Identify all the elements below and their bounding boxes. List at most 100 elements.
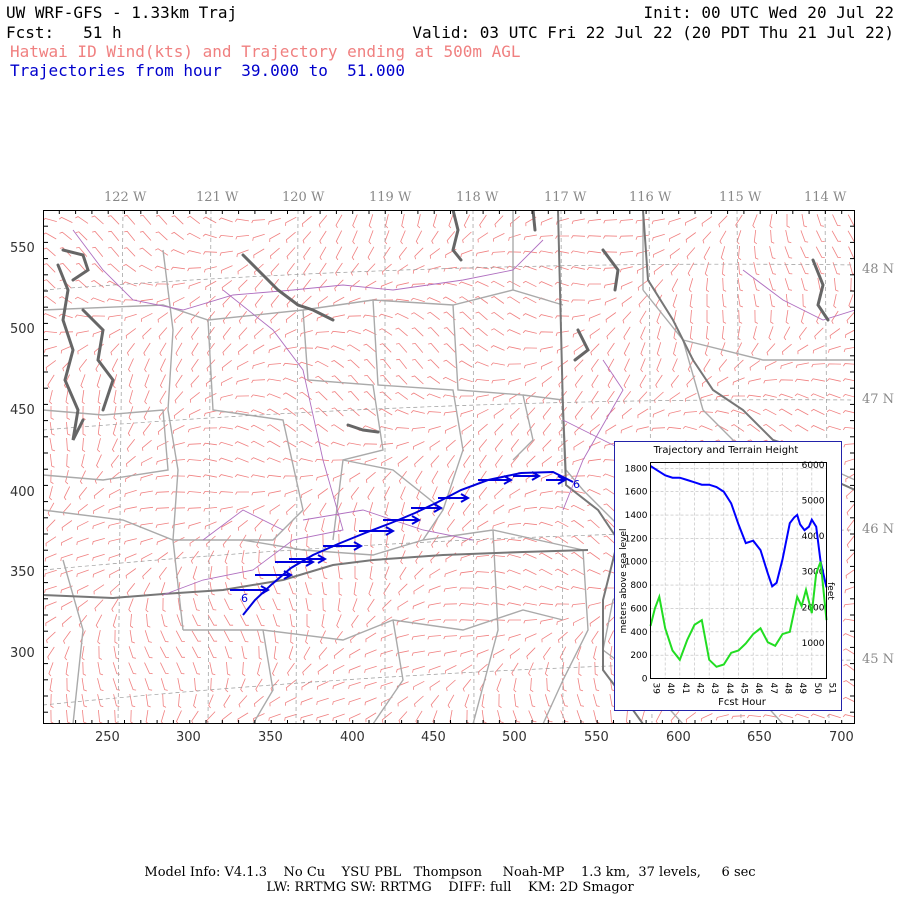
- wind-barb: [368, 230, 374, 245]
- wind-barb: [589, 616, 601, 627]
- wind-barb: [97, 390, 101, 405]
- wind-barb: [92, 521, 105, 530]
- model-title: UW WRF-GFS - 1.33km Traj: [6, 3, 238, 22]
- wind-barb: [381, 456, 393, 466]
- wind-barb: [428, 266, 441, 273]
- wind-barb: [124, 313, 137, 321]
- wind-barb: [524, 633, 537, 642]
- wind-barb: [443, 311, 456, 321]
- wind-barb: [302, 663, 312, 676]
- wind-barb: [368, 502, 374, 517]
- wind-barb: [367, 246, 375, 261]
- wind-barb: [331, 391, 344, 401]
- model-info-2: LW: RRTMG SW: RRTMG DIFF: full KM: 2D Sm…: [266, 880, 634, 895]
- plot-subtitle: Hatwai ID Wind(kts) and Trajectory endin…: [10, 42, 521, 61]
- wind-barb: [475, 327, 488, 337]
- wind-barb: [479, 454, 487, 468]
- wind-barb: [508, 377, 521, 385]
- wind-barb: [431, 518, 439, 533]
- top-lon-label: 115 W: [719, 190, 762, 205]
- wind-barb: [203, 507, 218, 512]
- county-border: [62, 559, 84, 724]
- wind-barb: [541, 376, 553, 387]
- wind-barb: [507, 523, 522, 528]
- wind-barb: [603, 235, 618, 239]
- wind-barb: [604, 297, 617, 306]
- wind-barb: [330, 441, 345, 447]
- wind-barb: [428, 343, 440, 353]
- wind-barb: [97, 694, 104, 708]
- wind-barb: [400, 230, 406, 245]
- wind-barb: [843, 663, 855, 672]
- wind-barb: [209, 582, 215, 596]
- trajectory-arrowhead: [460, 493, 471, 503]
- x-axis-label: 450: [421, 730, 446, 745]
- wind-barb: [289, 534, 293, 549]
- valid-time: Valid: 03 UTC Fri 22 Jul 22 (20 PDT Thu …: [412, 23, 894, 42]
- wind-barb: [266, 378, 281, 382]
- wind-barb: [619, 219, 634, 224]
- wind-barb: [524, 489, 537, 498]
- wind-barb: [701, 375, 712, 387]
- wind-barb: [432, 486, 438, 501]
- wind-barb: [175, 646, 185, 658]
- wind-barb: [654, 279, 664, 292]
- inset-y2-tick-label: 6000: [802, 461, 825, 471]
- inset-x-tick-label: 50: [812, 683, 822, 695]
- wind-barb: [155, 215, 168, 225]
- wind-barb: [93, 487, 104, 499]
- wind-barb: [272, 582, 281, 595]
- wind-barb: [428, 585, 441, 594]
- wind-barb: [380, 633, 393, 642]
- wind-barb: [190, 375, 200, 388]
- wind-barb: [122, 281, 137, 287]
- wind-barb: [286, 247, 296, 260]
- wind-barb: [427, 602, 441, 609]
- wind-barb: [128, 390, 133, 405]
- wind-barb: [98, 645, 102, 660]
- wind-barb: [77, 344, 89, 355]
- wind-barb: [785, 230, 792, 244]
- wind-barb: [237, 264, 249, 275]
- wind-barb: [316, 713, 329, 721]
- wind-barb: [144, 630, 152, 643]
- wind-barb: [769, 294, 776, 308]
- wind-barb: [411, 312, 425, 320]
- wind-barb: [381, 616, 393, 627]
- wind-barb: [478, 503, 488, 516]
- wind-barb: [411, 650, 425, 657]
- wind-barb: [130, 613, 134, 629]
- wind-barb: [558, 391, 568, 404]
- wind-barb: [269, 328, 281, 339]
- wind-barb: [352, 214, 358, 229]
- wind-barb: [415, 550, 423, 564]
- wind-barb: [251, 491, 266, 496]
- wind-barb: [321, 614, 325, 629]
- wind-barb: [192, 566, 198, 581]
- wind-barb: [460, 249, 473, 258]
- wind-barb: [383, 582, 391, 596]
- wind-barb: [59, 231, 72, 241]
- wind-barb: [299, 347, 314, 351]
- wind-barb: [832, 214, 841, 227]
- wind-barb: [490, 602, 505, 606]
- wind-barb: [412, 665, 425, 673]
- wind-barb: [442, 296, 457, 304]
- wind-barb: [463, 454, 471, 468]
- wind-barb: [224, 646, 233, 659]
- inset-x-tick-label: 39: [651, 683, 661, 695]
- county-border: [372, 619, 404, 724]
- wind-barb: [509, 648, 521, 659]
- wind-barb: [651, 427, 666, 432]
- wind-barb: [571, 218, 585, 225]
- meridian: [117, 210, 124, 724]
- wind-barb: [490, 554, 506, 559]
- wind-barb: [218, 441, 233, 447]
- top-lon-label: 119 W: [369, 190, 412, 205]
- wind-barb: [379, 391, 392, 401]
- wind-barb: [58, 216, 73, 223]
- wind-barb: [833, 294, 837, 309]
- wind-barb: [347, 344, 361, 352]
- wind-barb: [81, 390, 85, 405]
- wind-barb: [171, 282, 185, 289]
